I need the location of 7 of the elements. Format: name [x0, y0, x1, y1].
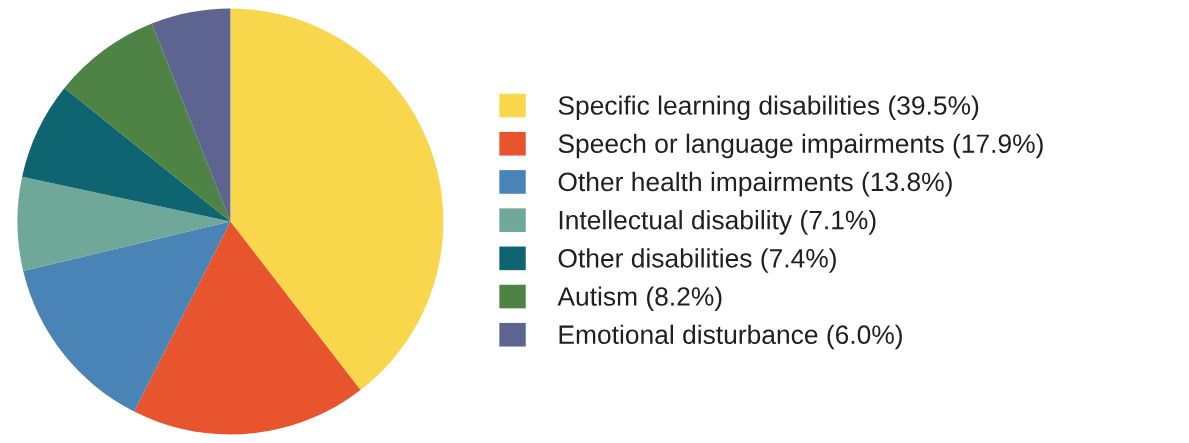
legend-label: Specific learning disabilities (39.5%)	[558, 95, 979, 121]
legend-label: Autism (8.2%)	[557, 286, 722, 312]
legend-label: Emotional disturbance (6.0%)	[559, 324, 902, 350]
legend-label: Speech or language impairments (17.9%)	[558, 133, 1043, 159]
legend-label: Other health impairments (13.8%)	[558, 171, 952, 197]
legend-label: Intellectual disability (7.1%)	[559, 210, 876, 235]
legend-label: Other disabilities (7.4%)	[558, 248, 836, 273]
